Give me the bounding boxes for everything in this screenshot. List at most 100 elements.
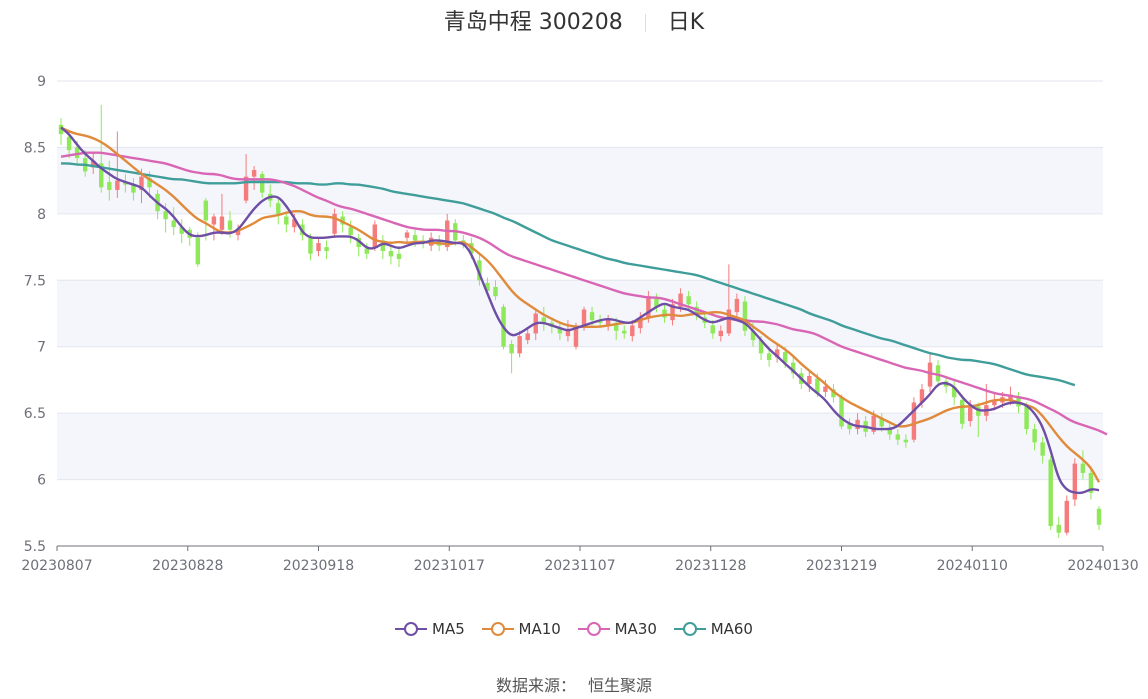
candle [123, 174, 128, 193]
candle [670, 298, 675, 326]
kline-chart: 5.5 6 6.5 7 7.5 8 8.5 9 20230807 20230828 2023091… [21, 74, 1139, 574]
ma-lines [60, 126, 1108, 495]
candle-body [678, 293, 683, 307]
candle-body [839, 397, 844, 427]
candle-body [1064, 500, 1070, 533]
candle-body [324, 247, 329, 252]
candle-body [976, 406, 981, 416]
candle [1024, 402, 1029, 435]
candle [316, 237, 321, 257]
candle [251, 166, 257, 190]
candle-body [847, 423, 852, 430]
legend-ma60-icon [673, 622, 706, 636]
candle-body [123, 181, 128, 185]
y-tick-label: 7.5 [24, 273, 46, 289]
legend-item-ma10[interactable]: MA10 [481, 620, 561, 638]
candle [774, 344, 780, 363]
candle [187, 227, 192, 246]
candle [364, 243, 369, 260]
candle-body [718, 330, 724, 337]
candle-body [823, 386, 828, 392]
legend-item-ma30[interactable]: MA30 [577, 620, 657, 638]
candle-body [517, 336, 522, 354]
candle-body [276, 203, 281, 214]
candle-body [605, 320, 611, 326]
candle [887, 423, 892, 440]
source-label: 数据来源： [495, 676, 576, 695]
candle-body [726, 309, 732, 334]
legend-ma30-icon [577, 622, 610, 636]
candle-body [654, 298, 659, 307]
y-tick-label: 7 [37, 340, 46, 356]
legend-item-ma60[interactable]: MA60 [673, 620, 753, 638]
candle-body [66, 136, 72, 151]
candle-body [211, 216, 217, 225]
candle-body [887, 429, 892, 435]
y-tick-label: 6 [37, 473, 46, 489]
candle [58, 118, 64, 145]
candle-body [686, 296, 691, 305]
candle [356, 233, 361, 257]
candle-body [493, 286, 498, 297]
candle [1032, 423, 1037, 451]
candle-body [815, 378, 820, 394]
candle-body [259, 174, 265, 193]
x-tick-label: 20231219 [806, 558, 877, 574]
candle [541, 306, 547, 331]
candle-body [903, 439, 909, 443]
candle-body [831, 389, 836, 398]
candle [662, 304, 667, 323]
candle-body [589, 312, 595, 321]
candle-body [927, 362, 933, 387]
legend-item-ma5[interactable]: MA5 [395, 620, 465, 638]
candle-body [171, 220, 176, 228]
candle-body [99, 163, 104, 188]
x-axis: 20230807 20230828 20230918 20231017 20231107… [21, 545, 1139, 574]
candle-body [332, 213, 337, 234]
candle [115, 131, 120, 198]
candle-body [107, 181, 112, 190]
candle [1088, 466, 1094, 500]
legend: MA5 MA10 MA30 MA60 [0, 620, 1148, 641]
candle-body [742, 301, 748, 331]
candle-body [541, 317, 547, 323]
candle [259, 171, 265, 198]
candle [903, 434, 909, 448]
plot-band [57, 147, 1103, 214]
x-tick-label: 20231128 [675, 558, 746, 574]
candle [718, 325, 724, 342]
candle [1064, 495, 1070, 536]
ma60-line [61, 162, 1076, 387]
grid-lines [57, 80, 1103, 547]
candle-body [477, 260, 482, 281]
candle [171, 207, 176, 236]
candle-body [316, 243, 321, 252]
candle-body [139, 176, 144, 190]
candle-body [670, 304, 675, 321]
candle-body [911, 402, 917, 440]
x-tick-label: 20230807 [21, 558, 92, 574]
candle [791, 357, 796, 379]
candle-body [879, 418, 884, 427]
candle-body [565, 330, 571, 337]
candle-body [935, 365, 941, 382]
candle-body [581, 309, 587, 327]
legend-label-ma5: MA5 [432, 620, 465, 638]
candle [1048, 455, 1053, 531]
title-divider [644, 14, 646, 32]
candle [477, 253, 482, 286]
candle-body [992, 399, 997, 406]
source-value: 恒生聚源 [588, 676, 653, 695]
period-label[interactable]: 日K [667, 10, 705, 35]
stock-title: 青岛中程 300208 [443, 10, 623, 35]
candle [179, 219, 184, 244]
candle-body [404, 232, 410, 238]
candle [742, 296, 748, 337]
legend-label-ma60: MA60 [710, 620, 753, 638]
y-tick-label: 6.5 [24, 406, 46, 422]
legend-ma10-icon [481, 622, 514, 636]
candle [324, 240, 329, 260]
candle [372, 220, 378, 252]
candle [219, 193, 225, 236]
candle [195, 232, 201, 267]
